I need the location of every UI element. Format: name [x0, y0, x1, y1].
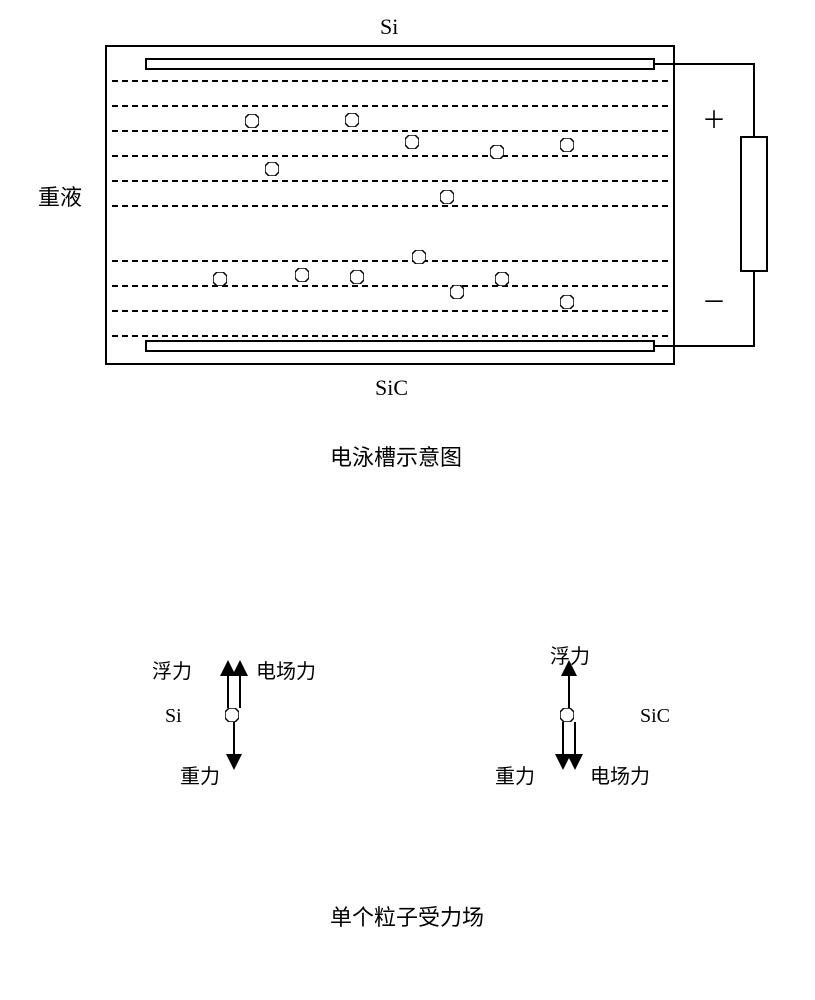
particle-icon	[350, 270, 364, 284]
particle-icon	[245, 114, 259, 128]
plus-symbol: ＋	[702, 100, 726, 135]
liquid-dashed-line	[112, 335, 668, 337]
wire-bottom-h	[655, 345, 755, 347]
bottom-sic-label: SiC	[375, 375, 408, 401]
force-caption: 单个粒子受力场	[330, 900, 484, 932]
sic-buoyancy-label: 浮力	[550, 640, 590, 669]
particle-icon	[560, 138, 574, 152]
particle-icon	[440, 190, 454, 204]
particle-icon	[560, 295, 574, 309]
minus-symbol: －	[702, 282, 726, 317]
particle-icon	[345, 113, 359, 127]
left-heavy-liquid-label: 重液	[38, 180, 82, 212]
sic-particle	[560, 708, 574, 722]
liquid-dashed-line	[112, 180, 668, 182]
si-electric-label: 电场力	[256, 655, 316, 684]
liquid-dashed-line	[112, 285, 668, 287]
wire-top-h	[655, 63, 755, 65]
sic-element-label: SiC	[640, 705, 670, 728]
si-buoyancy-label: 浮力	[152, 655, 192, 684]
particle-icon	[295, 268, 309, 282]
liquid-dashed-line	[112, 80, 668, 82]
particle-icon	[490, 145, 504, 159]
si-element-label: Si	[165, 705, 182, 728]
power-supply-box	[740, 136, 768, 272]
top-si-label: Si	[380, 14, 398, 40]
tank-caption: 电泳槽示意图	[330, 440, 462, 472]
particle-icon	[450, 285, 464, 299]
sic-electric-label: 电场力	[590, 760, 650, 789]
particle-icon	[265, 162, 279, 176]
page: Si 重液 ＋ － SiC 电泳槽示意图 浮力 电场力 Si 重力	[0, 0, 815, 1000]
wire-top-v	[753, 63, 755, 136]
si-gravity-label: 重力	[180, 760, 220, 789]
liquid-dashed-line	[112, 205, 668, 207]
liquid-dashed-line	[112, 155, 668, 157]
liquid-dashed-line	[112, 260, 668, 262]
particle-icon	[405, 135, 419, 149]
particle-icon	[213, 272, 227, 286]
liquid-dashed-line	[112, 105, 668, 107]
liquid-dashed-line	[112, 130, 668, 132]
top-electrode	[145, 58, 655, 70]
particle-icon	[495, 272, 509, 286]
liquid-dashed-line	[112, 310, 668, 312]
wire-bottom-v	[753, 272, 755, 347]
sic-gravity-label: 重力	[495, 760, 535, 789]
si-particle	[225, 708, 239, 722]
particle-icon	[412, 250, 426, 264]
bottom-electrode	[145, 340, 655, 352]
